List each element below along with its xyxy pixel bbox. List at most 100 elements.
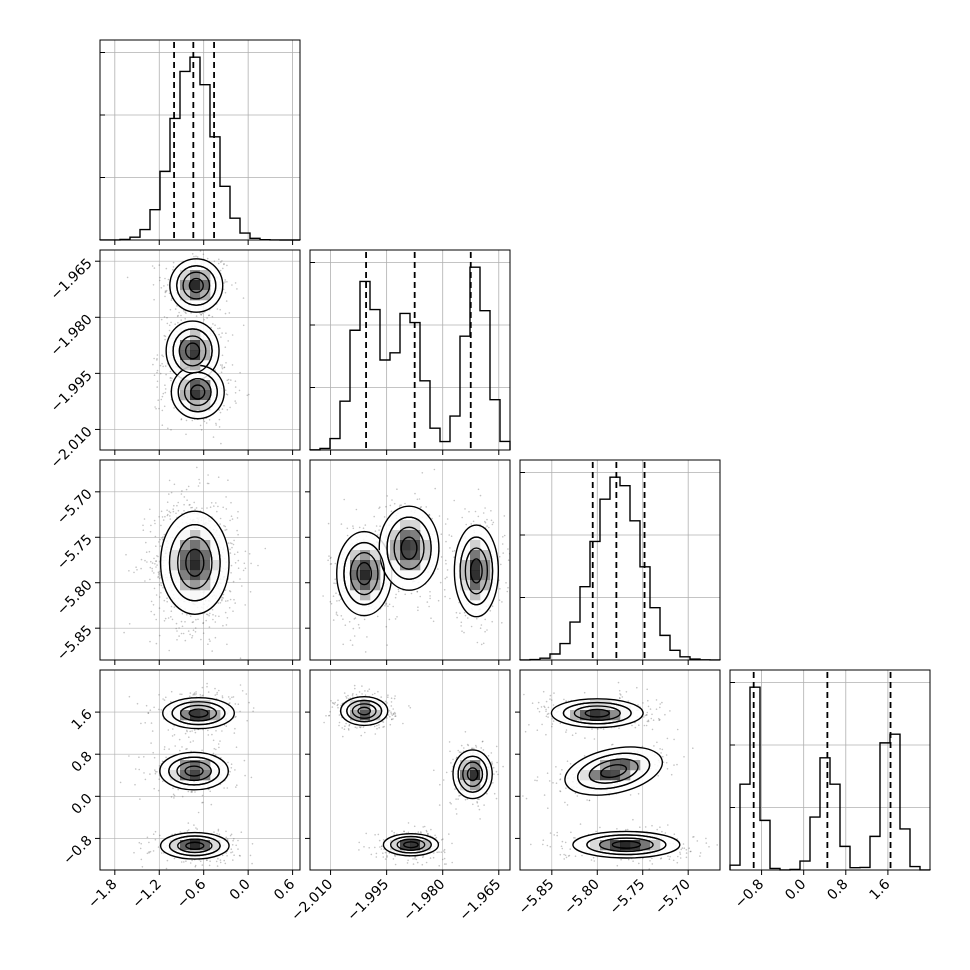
sample-point xyxy=(157,571,160,573)
sample-point xyxy=(477,805,480,807)
sample-point xyxy=(164,617,167,620)
sample-point xyxy=(426,601,429,603)
sample-point xyxy=(478,798,480,801)
panel-frame xyxy=(99,459,301,661)
sample-point xyxy=(358,726,361,728)
density-cell xyxy=(190,550,201,561)
sample-point xyxy=(183,861,185,863)
sample-point xyxy=(170,616,172,618)
sample-point xyxy=(168,493,170,495)
sample-point xyxy=(416,590,419,593)
sample-point xyxy=(168,649,170,652)
sample-point xyxy=(123,631,125,634)
sample-point xyxy=(156,354,159,356)
sample-point xyxy=(421,863,424,866)
sample-point xyxy=(203,420,206,423)
sample-point xyxy=(180,314,182,317)
sample-point xyxy=(359,726,362,729)
sample-point xyxy=(156,771,158,773)
sample-point xyxy=(164,515,166,518)
sample-point xyxy=(222,267,224,270)
sample-point xyxy=(166,322,169,325)
sample-point xyxy=(199,250,202,252)
sample-point xyxy=(231,284,233,286)
histogram-series-3 xyxy=(729,686,931,871)
sample-point xyxy=(347,694,349,697)
sample-point xyxy=(162,586,164,589)
sample-point xyxy=(238,389,241,392)
sample-point xyxy=(495,770,498,773)
sample-point xyxy=(451,861,454,864)
panel-frame xyxy=(99,669,301,871)
sample-point xyxy=(209,506,212,509)
sample-point xyxy=(440,556,443,558)
sample-point xyxy=(224,611,227,614)
sample-point xyxy=(234,769,236,771)
sample-point xyxy=(338,714,341,716)
sample-point xyxy=(200,313,202,316)
sample-point xyxy=(206,682,208,685)
sample-point xyxy=(437,568,439,570)
contour-line xyxy=(459,536,494,606)
sample-point xyxy=(136,702,139,705)
sample-point xyxy=(170,605,173,608)
sample-point xyxy=(161,516,164,518)
sample-point xyxy=(196,828,198,830)
sample-point xyxy=(195,618,197,621)
sample-point xyxy=(191,621,194,624)
density-cell xyxy=(350,580,361,591)
sample-point xyxy=(153,519,156,522)
density-cell xyxy=(180,550,191,561)
sample-point xyxy=(353,635,356,637)
sample-point xyxy=(422,826,425,828)
contour-line xyxy=(185,548,205,577)
sample-point xyxy=(385,602,388,605)
sample-point xyxy=(242,324,245,327)
sample-point xyxy=(219,602,222,604)
sample-point xyxy=(173,504,175,507)
sample-point xyxy=(165,867,168,870)
sample-point xyxy=(188,504,190,506)
sample-point xyxy=(198,478,200,481)
contour-line xyxy=(178,335,207,367)
sample-point xyxy=(158,573,160,576)
sample-point xyxy=(386,717,388,719)
sample-point xyxy=(495,745,498,748)
sample-point xyxy=(239,684,242,686)
sample-point xyxy=(458,601,460,604)
sample-point xyxy=(211,650,213,652)
density-cell xyxy=(350,550,361,561)
sample-point xyxy=(408,705,410,707)
contour-line xyxy=(179,704,218,722)
sample-point xyxy=(358,841,361,844)
sample-point xyxy=(224,346,227,349)
sample-point xyxy=(231,844,234,846)
density-cell xyxy=(200,540,211,551)
sample-point xyxy=(164,388,167,390)
sample-point xyxy=(160,524,162,527)
sample-point xyxy=(231,542,233,545)
sample-point xyxy=(377,690,379,693)
sample-point xyxy=(208,638,211,641)
sample-point xyxy=(167,427,169,430)
sample-point xyxy=(384,604,386,607)
sample-point xyxy=(492,782,494,784)
sample-point xyxy=(153,787,155,790)
sample-point xyxy=(239,855,241,857)
sample-point xyxy=(154,769,156,771)
sample-point xyxy=(214,615,217,617)
sample-point xyxy=(414,492,416,495)
sample-point xyxy=(224,291,227,294)
sample-point xyxy=(191,730,193,732)
sample-point xyxy=(220,371,223,374)
sample-point xyxy=(337,706,339,709)
sample-point xyxy=(244,774,246,777)
sample-point xyxy=(338,599,341,602)
sample-point xyxy=(191,253,194,255)
sample-point xyxy=(202,622,205,624)
sample-point xyxy=(421,472,424,474)
sample-point xyxy=(166,859,169,862)
sample-point xyxy=(229,590,232,593)
sample-point xyxy=(162,392,165,395)
hist-panel-2 xyxy=(519,459,721,665)
